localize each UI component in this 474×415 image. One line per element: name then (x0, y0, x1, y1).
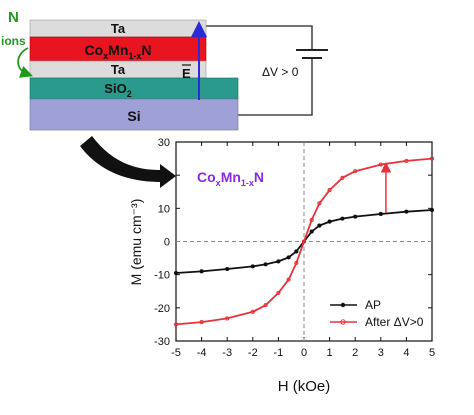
chart-title: CoxMn1-xN (197, 169, 264, 188)
pointer-arrow (80, 136, 176, 188)
data-point (340, 216, 345, 221)
data-point (327, 219, 332, 224)
x-tick-label: 0 (301, 347, 307, 359)
y-tick-label: 30 (158, 137, 170, 149)
data-point (353, 214, 358, 219)
legend-marker-after (340, 319, 346, 325)
data-point (309, 229, 314, 234)
data-series (173, 156, 435, 327)
x-tick-label: -3 (222, 347, 232, 359)
label-sio2: SiO2 (104, 81, 131, 99)
data-point (404, 158, 409, 163)
data-point (429, 156, 435, 161)
data-point (276, 290, 281, 295)
data-point (294, 249, 299, 254)
legend-marker-ap (340, 302, 346, 308)
data-point (294, 261, 299, 266)
ion-migration-arrow (17, 47, 33, 78)
y-tick-label: 20 (158, 170, 170, 182)
data-point (327, 188, 332, 193)
x-tick-label: 4 (403, 347, 409, 359)
circuit-wire (205, 25, 313, 116)
label-comn: CoxMn1-xN (84, 42, 151, 61)
data-point (317, 201, 322, 206)
data-point (276, 259, 281, 264)
data-point (404, 209, 409, 214)
data-point (378, 211, 383, 217)
device-schematic: Ta CoxMn1-xN Ta SiO2 Si E ΔV > 0 N ions (1, 9, 328, 131)
data-point (301, 239, 307, 244)
data-point (317, 223, 322, 228)
layer-si (29, 98, 239, 131)
x-tick-label: 3 (378, 347, 384, 359)
data-point (199, 320, 204, 325)
voltage-label: ΔV > 0 (262, 65, 299, 79)
x-axis-label: H (kOe) (278, 378, 331, 395)
data-point (353, 169, 358, 174)
y-tick-label: -10 (154, 270, 170, 282)
label-si: Si (127, 108, 140, 124)
data-point (173, 322, 179, 327)
x-tick-label: -4 (197, 347, 207, 359)
n-ions-n: N (8, 9, 19, 26)
data-point (250, 309, 255, 314)
x-tick-label: -2 (248, 347, 258, 359)
data-point (263, 303, 268, 308)
label-ta-top: Ta (111, 21, 126, 36)
series-line-after-voltage (175, 157, 433, 326)
data-point (263, 262, 268, 267)
label-ta-bottom: Ta (111, 62, 126, 77)
data-point (173, 270, 179, 276)
y-tick-label: -30 (154, 336, 170, 348)
layer-sio2 (29, 77, 239, 100)
legend-label-after: After ΔV>0 (365, 315, 424, 329)
y-axis-label: M (emu cm⁻³) (128, 199, 144, 286)
data-point (225, 316, 230, 321)
x-tick-label: -5 (171, 347, 181, 359)
efield-label: E (182, 66, 191, 81)
x-tick-label: 1 (327, 347, 333, 359)
data-point (225, 266, 230, 272)
data-point (286, 255, 291, 260)
x-tick-label: 5 (429, 347, 435, 359)
legend-label-ap: AP (365, 298, 381, 312)
data-point (429, 207, 435, 213)
data-point (340, 175, 345, 180)
y-tick-label: 10 (158, 203, 170, 215)
y-tick-label: 0 (164, 237, 170, 249)
legend: AP After ΔV>0 (330, 298, 424, 329)
data-point (250, 264, 255, 269)
data-point (199, 269, 204, 274)
x-tick-label: 2 (352, 347, 358, 359)
data-point (309, 217, 314, 222)
data-point (286, 277, 291, 282)
x-tick-label: -1 (274, 347, 284, 359)
n-ions-label: ions (1, 34, 26, 48)
y-tick-label: -20 (154, 303, 170, 315)
